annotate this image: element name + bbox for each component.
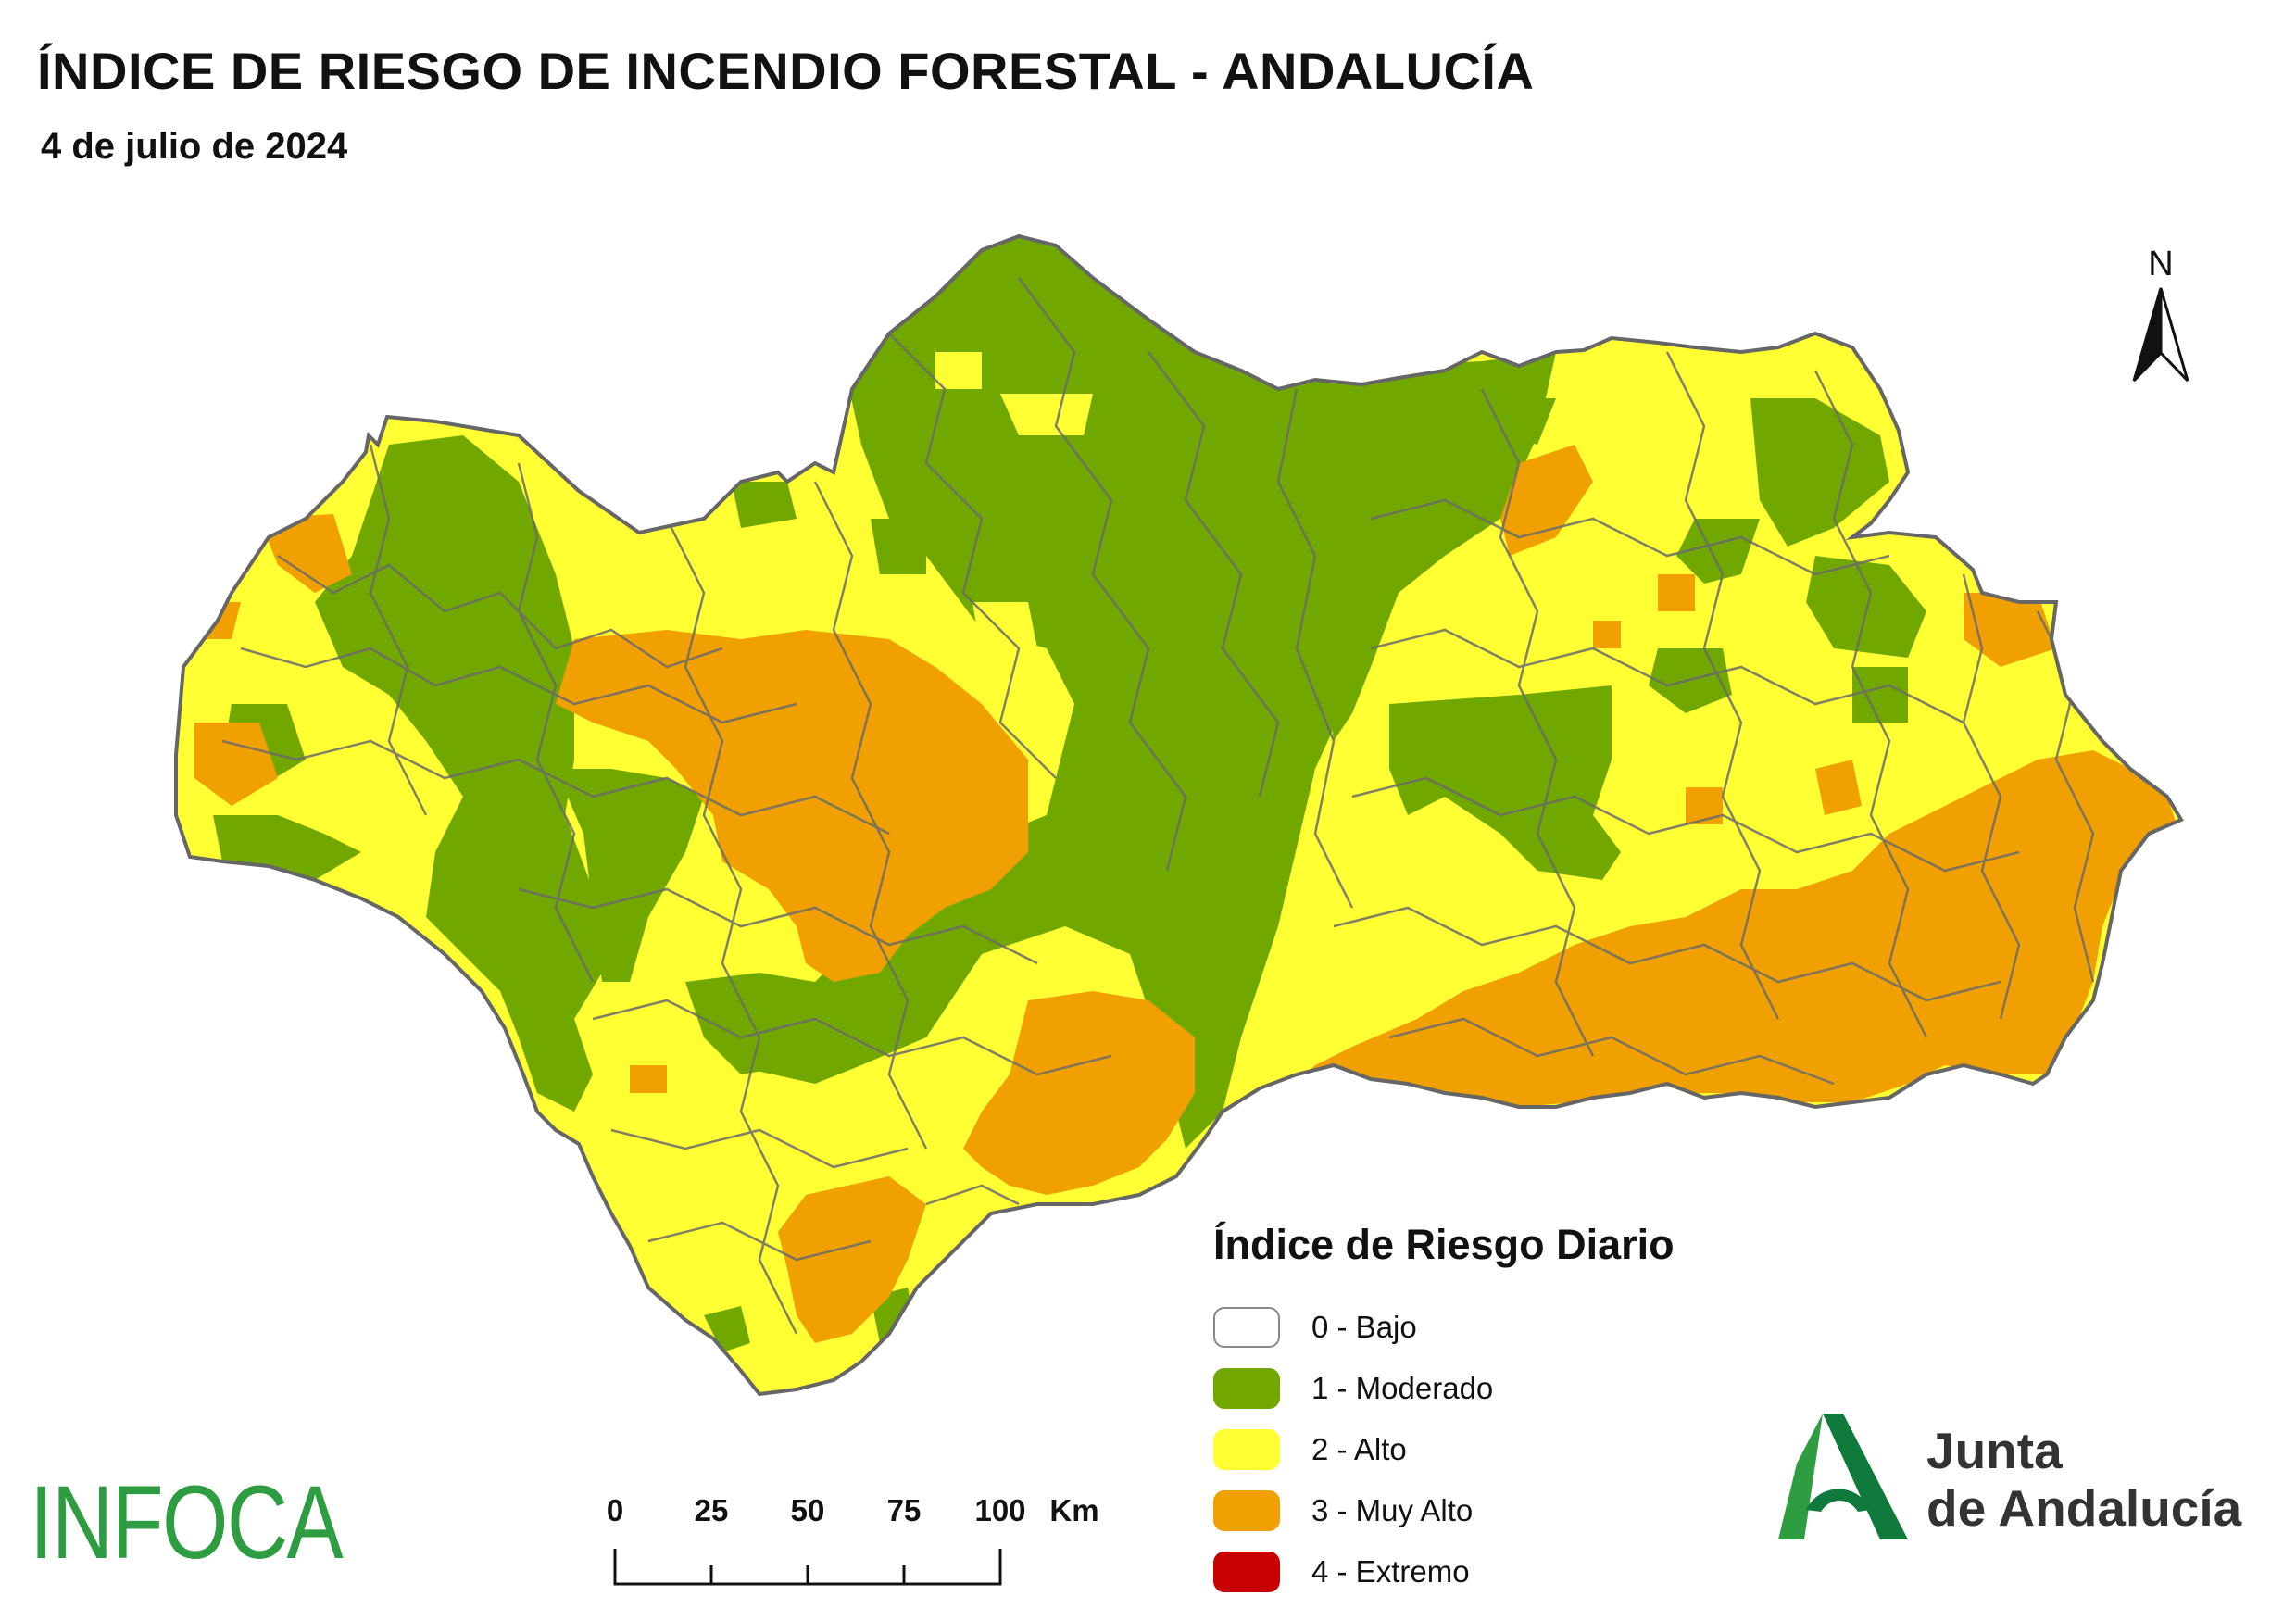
legend-swatch-extremo (1213, 1552, 1280, 1592)
infoca-logo: INFOCA (30, 1464, 344, 1580)
legend-item-alto: 2 - Alto (1213, 1419, 1769, 1480)
scale-tick-label: 25 (694, 1493, 729, 1527)
legend-swatch-bajo (1213, 1307, 1280, 1348)
legend: Índice de Riesgo Diario 0 - Bajo 1 - Mod… (1213, 1221, 1769, 1602)
junta-andalucia-wordmark: Junta de Andalucía (1926, 1422, 2242, 1537)
scale-tick-label: 75 (886, 1493, 922, 1527)
scale-bar: 0 25 50 75 100 Km (593, 1493, 1111, 1586)
legend-swatch-moderado (1213, 1368, 1280, 1409)
scale-tick-label: 0 (606, 1493, 624, 1527)
map-title: ÍNDICE DE RIESGO DE INCENDIO FORESTAL - … (37, 42, 1535, 100)
map-date: 4 de julio de 2024 (41, 126, 348, 167)
legend-label: 2 - Alto (1311, 1432, 1407, 1466)
legend-label: 3 - Muy Alto (1311, 1493, 1474, 1527)
scale-bar-line (613, 1549, 1002, 1586)
legend-item-moderado: 1 - Moderado (1213, 1358, 1769, 1419)
legend-title: Índice de Riesgo Diario (1213, 1221, 1675, 1268)
junta-andalucia-logo-icon (1778, 1414, 1908, 1539)
junta-line2: de Andalucía (1926, 1478, 2242, 1537)
legend-label: 1 - Moderado (1311, 1371, 1494, 1405)
north-arrow-icon (2132, 287, 2189, 383)
scale-unit: Km (1049, 1493, 1099, 1527)
junta-line1: Junta (1926, 1422, 2063, 1479)
north-arrow: N (2130, 245, 2191, 391)
legend-swatch-muy-alto (1213, 1490, 1280, 1531)
north-label: N (2148, 245, 2174, 283)
legend-swatch-alto (1213, 1429, 1280, 1470)
legend-label: 4 - Extremo (1311, 1554, 1470, 1589)
legend-item-muy-alto: 3 - Muy Alto (1213, 1480, 1769, 1541)
legend-label: 0 - Bajo (1311, 1310, 1417, 1344)
legend-item-bajo: 0 - Bajo (1213, 1297, 1769, 1358)
scale-tick-label: 50 (790, 1493, 825, 1527)
legend-item-extremo: 4 - Extremo (1213, 1541, 1769, 1602)
scale-tick-label: 100 (974, 1493, 1026, 1527)
